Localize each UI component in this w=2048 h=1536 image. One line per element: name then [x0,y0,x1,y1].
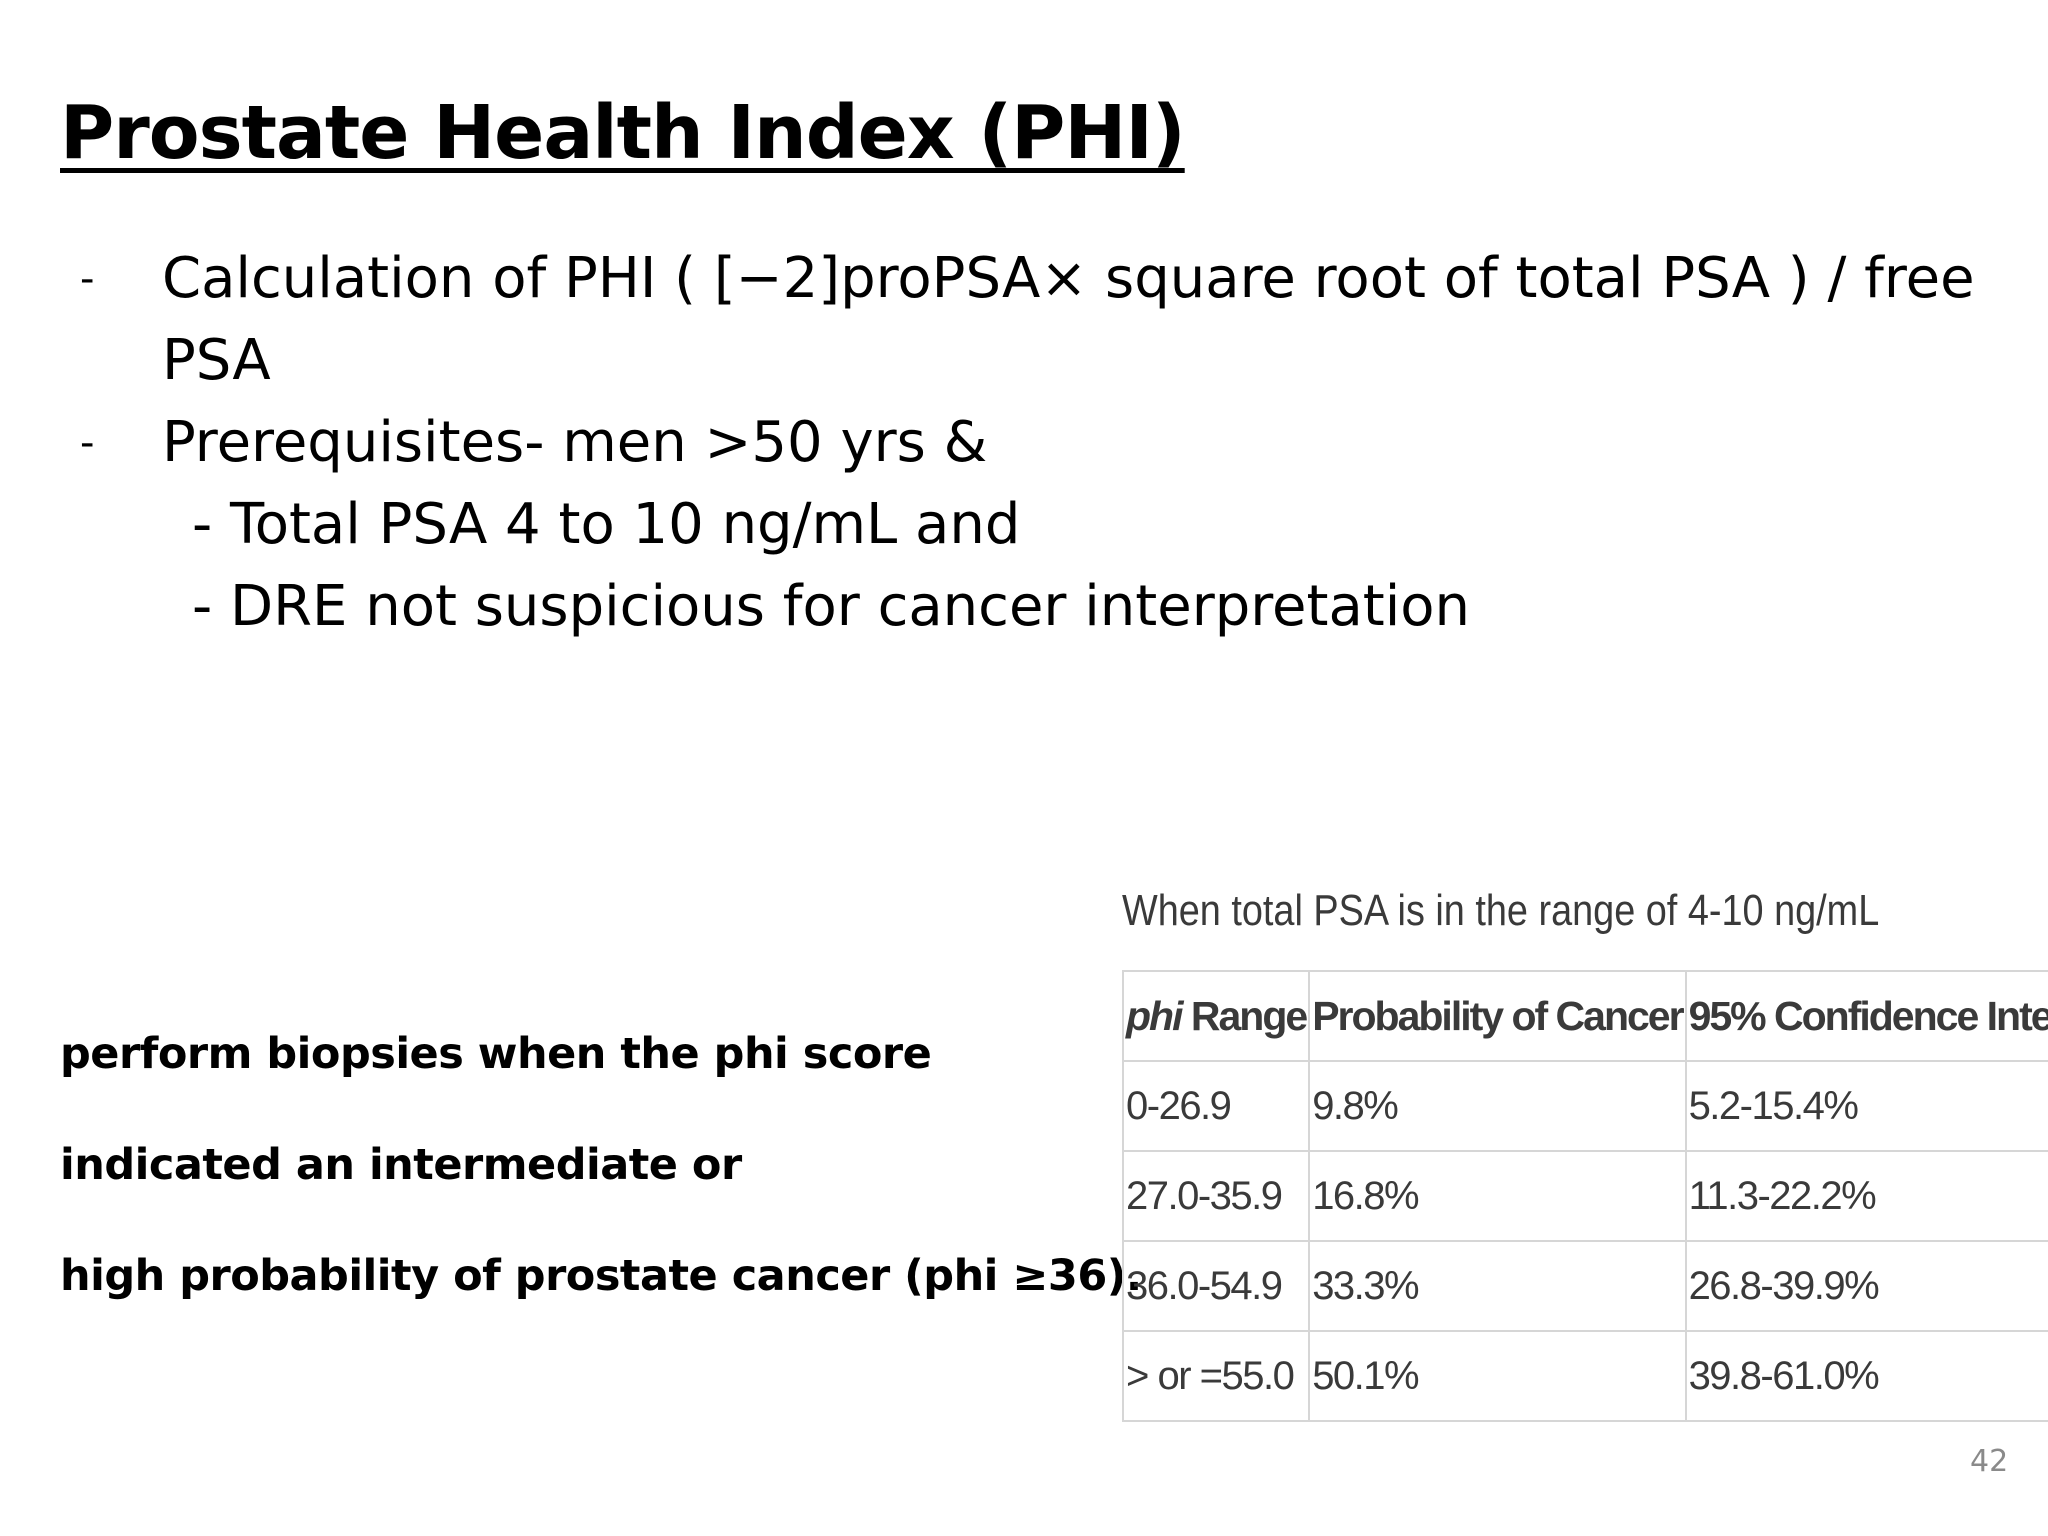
table-caption: When total PSA is in the range of 4-10 n… [1122,886,1880,935]
table-header-row: phi Range Probability of Cancer 95% Conf… [1121,970,2048,1062]
bullet-text-calculation: Calculation of PHI ( [−2]proPSA× square … [162,246,1975,393]
cell-ci: 11.3-22.2% [1684,1150,2048,1242]
header-confidence-interval: 95% Confidence Interval [1684,970,2048,1062]
cell-probability: 16.8% [1308,1150,1687,1242]
cell-range: 36.0-54.9 [1121,1240,1311,1332]
cell-probability: 33.3% [1308,1240,1687,1332]
note-line: perform biopsies when the phi score [60,1029,932,1079]
table-row: 0-26.9 9.8% 5.2-15.4% [1121,1060,2048,1152]
sub-item-dre: - DRE not suspicious for cancer interpre… [192,574,1471,639]
header-phi-range: phi Range [1121,970,1311,1062]
page-number: 42 [1970,1444,2009,1479]
cell-range: > or =55.0 [1121,1330,1311,1422]
table-row: 36.0-54.9 33.3% 26.8-39.9% [1121,1240,2048,1332]
note-line: indicated an intermediate or [60,1140,742,1190]
cell-ci: 5.2-15.4% [1684,1060,2048,1152]
phi-probability-table: phi Range Probability of Cancer 95% Conf… [1121,970,2048,1422]
cell-probability: 9.8% [1308,1060,1687,1152]
cell-probability: 50.1% [1308,1330,1687,1422]
bullet-item-prerequisites: - Prerequisites- men >50 yrs & [80,402,2010,484]
header-range-word: Range [1181,992,1307,1039]
cell-ci: 39.8-61.0% [1684,1330,2048,1422]
bullet-marker: - [80,256,95,302]
table-row: 27.0-35.9 16.8% 11.3-22.2% [1121,1150,2048,1242]
bullet-text-prerequisites: Prerequisites- men >50 yrs & [162,410,988,475]
bullet-item-calculation: - Calculation of PHI ( [−2]proPSA× squar… [80,238,2010,402]
header-phi-word: phi [1126,992,1184,1039]
note-line: high probability of prostate cancer (phi… [60,1251,1142,1301]
biopsy-note: perform biopsies when the phi score indi… [60,1022,1142,1355]
header-probability: Probability of Cancer [1308,970,1687,1062]
slide-title: Prostate Health Index (PHI) [60,90,1186,176]
sub-item-total-psa: - Total PSA 4 to 10 ng/mL and [192,492,1021,557]
bullet-list: - Calculation of PHI ( [−2]proPSA× squar… [80,238,2010,648]
cell-range: 27.0-35.9 [1121,1150,1311,1242]
table-row: > or =55.0 50.1% 39.8-61.0% [1121,1330,2048,1422]
cell-range: 0-26.9 [1121,1060,1311,1152]
cell-ci: 26.8-39.9% [1684,1240,2048,1332]
bullet-marker: - [80,420,95,466]
